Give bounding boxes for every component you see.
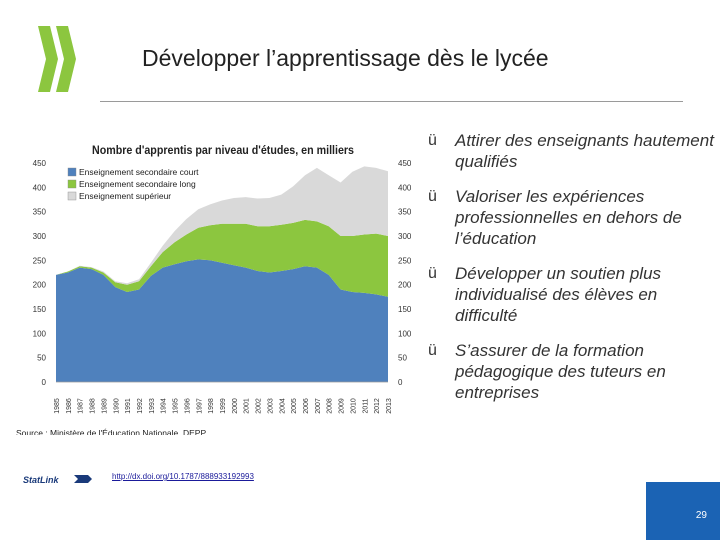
legend-label: Enseignement secondaire court: [79, 167, 199, 177]
legend-swatch: [67, 179, 77, 189]
x-tick-label: 1998: [208, 398, 215, 414]
legend-swatch: [67, 191, 77, 201]
x-tick-label: 2010: [350, 398, 357, 414]
y-tick-label-right: 150: [398, 305, 412, 314]
x-tick-label: 2003: [267, 398, 274, 414]
y-tick-label-left: 100: [33, 329, 47, 338]
bullet-text: Valoriser les expériences professionnell…: [455, 187, 682, 248]
y-tick-label-left: 350: [33, 208, 47, 217]
y-tick-label-right: 100: [398, 329, 412, 338]
series-area-3: [56, 166, 388, 285]
x-tick-label: 2000: [232, 398, 239, 414]
y-tick-label-right: 50: [398, 354, 407, 363]
series-area-1: [56, 259, 388, 382]
x-tick-label: 1995: [173, 398, 180, 414]
check-icon: ü: [428, 188, 437, 205]
x-tick-label: 1990: [113, 398, 120, 414]
statlink-url-link[interactable]: http://dx.doi.org/10.1787/888933192993: [112, 472, 254, 481]
check-icon: ü: [428, 265, 437, 282]
bullet-item: ü S’assurer de la formation pédagogique d…: [428, 340, 718, 403]
x-tick-label: 1996: [184, 398, 191, 414]
y-tick-label-right: 450: [398, 159, 412, 168]
statlink-logo[interactable]: StatLink: [22, 472, 104, 486]
page-number: 29: [695, 510, 707, 521]
x-tick-label: 1985: [54, 398, 61, 414]
check-icon: ü: [428, 132, 437, 149]
check-icon: ü: [428, 342, 437, 359]
x-tick-label: 1987: [78, 398, 85, 414]
bullet-item: ü Développer un soutien plus individualis…: [428, 263, 718, 326]
y-tick-label-left: 0: [42, 378, 47, 387]
y-tick-label-left: 300: [33, 232, 47, 241]
y-tick-label-left: 250: [33, 256, 47, 265]
x-tick-label: 2005: [291, 398, 298, 414]
x-tick-label: 1991: [125, 398, 132, 414]
logo-chevron-left: [38, 26, 58, 92]
x-tick-label: 2001: [244, 398, 251, 414]
series-area-2: [56, 219, 388, 297]
page-number-badge: 29: [646, 482, 720, 540]
x-tick-label: 2008: [327, 398, 334, 414]
logo-chevron-right: [56, 26, 76, 92]
x-tick-label: 1989: [101, 398, 108, 414]
x-tick-label: 1999: [220, 398, 227, 414]
y-tick-label-right: 400: [398, 183, 412, 192]
x-tick-label: 1997: [196, 398, 203, 414]
y-tick-label-left: 150: [33, 305, 47, 314]
x-tick-label: 2004: [279, 398, 286, 414]
bullet-item: ü Valoriser les expériences professionnel…: [428, 186, 718, 249]
legend-label: Enseignement secondaire long: [79, 179, 196, 189]
x-tick-label: 2007: [315, 398, 322, 414]
statlink-logo-text: StatLink: [23, 475, 59, 485]
x-tick-label: 2011: [362, 398, 369, 413]
title-divider: [100, 101, 683, 102]
legend-label: Enseignement supérieur: [79, 191, 171, 201]
y-tick-label-right: 300: [398, 232, 412, 241]
chart-title: Nombre d'apprentis par niveau d'études, …: [92, 145, 354, 157]
oecd-logo: [38, 26, 76, 92]
bullet-list: ü Attirer des enseignants hautement quali…: [428, 130, 718, 417]
bullet-item: ü Attirer des enseignants hautement quali…: [428, 130, 718, 172]
apprentices-area-chart: Nombre d'apprentis par niveau d'études, …: [16, 145, 412, 435]
y-tick-label-left: 400: [33, 183, 47, 192]
slide-title: Développer l’apprentissage dès le lycée: [142, 45, 549, 71]
x-tick-label: 1992: [137, 398, 144, 414]
y-tick-label-left: 200: [33, 281, 47, 290]
y-tick-label-right: 350: [398, 208, 412, 217]
legend-swatch: [67, 167, 77, 177]
x-tick-label: 2002: [256, 398, 263, 414]
x-tick-label: 1988: [90, 398, 97, 414]
x-tick-label: 1986: [66, 398, 73, 414]
statlink-arrow-icon: [74, 475, 92, 483]
x-tick-label: 2012: [374, 398, 381, 414]
y-tick-label-right: 200: [398, 281, 412, 290]
y-tick-label-right: 250: [398, 256, 412, 265]
x-tick-label: 2013: [386, 398, 393, 414]
y-tick-label-left: 450: [33, 159, 47, 168]
bullet-text: Attirer des enseignants hautement qualif…: [455, 131, 714, 171]
x-tick-label: 2006: [303, 398, 310, 414]
bullet-text: S’assurer de la formation pédagogique de…: [455, 341, 666, 402]
x-tick-label: 1994: [161, 398, 168, 414]
x-tick-label: 1993: [149, 398, 156, 414]
y-tick-label-left: 50: [37, 354, 46, 363]
y-tick-label-right: 0: [398, 378, 403, 387]
bullet-text: Développer un soutien plus individualisé…: [455, 264, 662, 325]
chart-source: Source : Ministère de l'Éducation Nation…: [16, 428, 207, 435]
x-tick-label: 2009: [339, 398, 346, 414]
